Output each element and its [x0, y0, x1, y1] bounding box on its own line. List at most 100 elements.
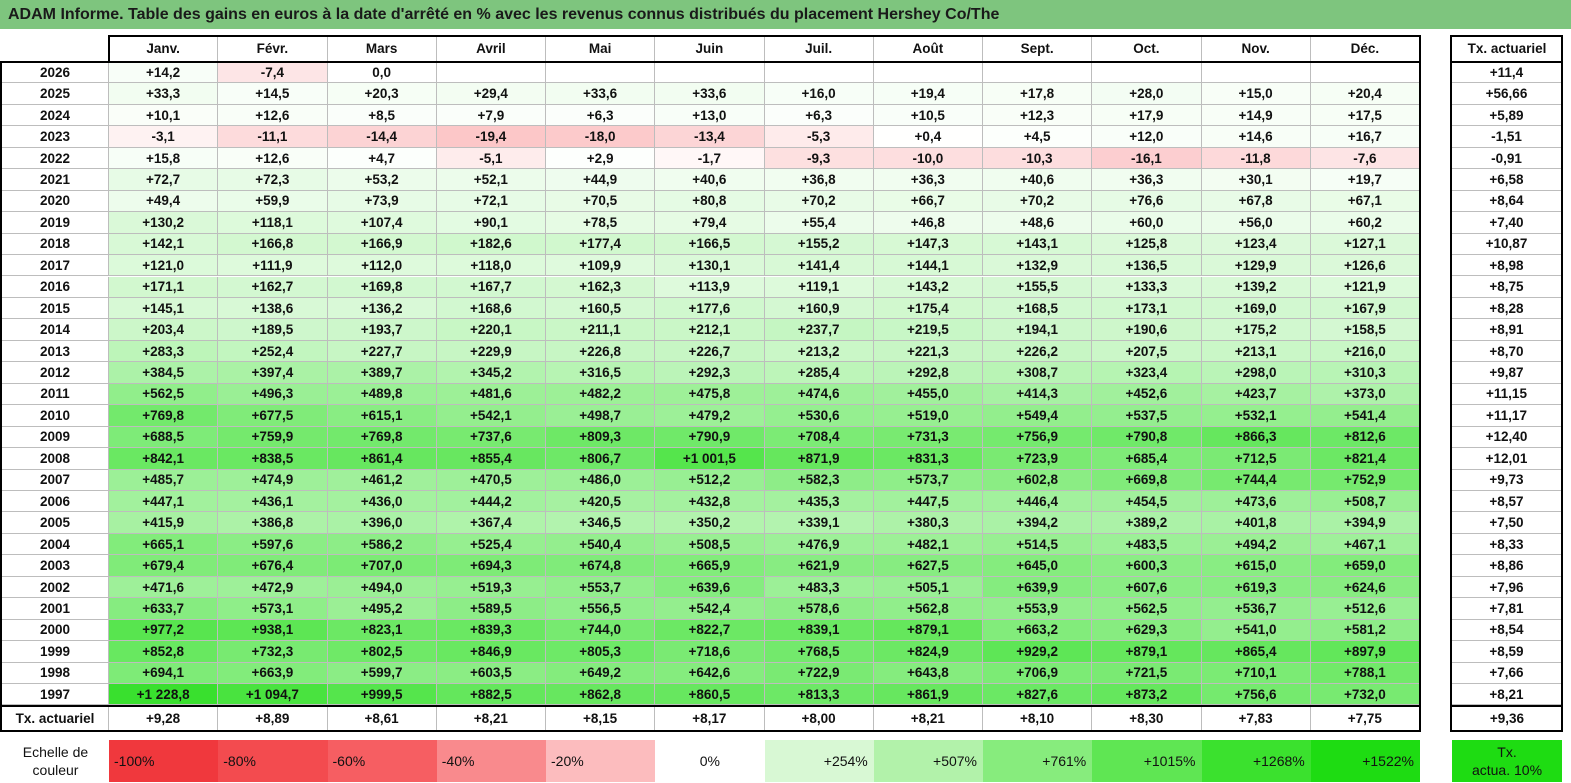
table-cell: +190,6: [1092, 319, 1202, 341]
month-header: Nov.: [1201, 35, 1311, 62]
table-cell: +806,7: [546, 448, 656, 470]
rate-cell: +8,21: [1452, 684, 1562, 706]
footer-cell: +8,00: [764, 706, 874, 731]
table-cell: +160,5: [546, 297, 656, 320]
year-label: 2016: [2, 276, 109, 298]
rate-cell: +11,4: [1452, 62, 1562, 84]
table-cell: +627,5: [873, 555, 983, 577]
table-cell: +809,3: [546, 426, 656, 449]
table-cell: +7,9: [436, 104, 546, 127]
table-cell: +737,6: [436, 426, 546, 449]
table-cell: +512,2: [655, 469, 765, 491]
table-cell: [983, 62, 1093, 84]
table-cell: +676,4: [218, 555, 328, 577]
table-cell: +435,3: [764, 491, 874, 513]
rate-cell: +6,58: [1452, 169, 1562, 191]
table-cell: +144,1: [873, 255, 983, 277]
rate-cell: +5,89: [1452, 104, 1562, 127]
scale-rate-line1: Tx.: [1497, 744, 1517, 760]
year-label: 2002: [2, 576, 109, 599]
table-cell: +1 001,5: [655, 448, 765, 470]
table-cell: +882,5: [436, 684, 546, 706]
table-cell: +283,3: [109, 340, 219, 363]
rate-cell: +11,17: [1452, 405, 1562, 427]
table-cell: +52,1: [436, 169, 546, 191]
year-label: 2018: [2, 233, 109, 256]
table-cell: +119,1: [764, 276, 874, 298]
year-label: 2020: [2, 190, 109, 213]
table-cell: +36,8: [764, 169, 874, 191]
table-cell: +694,3: [436, 555, 546, 577]
table-cell: +136,2: [327, 297, 437, 320]
year-label: 2013: [2, 340, 109, 363]
table-cell: -5,1: [436, 147, 546, 170]
table-cell: +485,7: [109, 469, 219, 491]
table-cell: +6,3: [546, 104, 656, 127]
table-cell: -13,4: [655, 126, 765, 148]
table-cell: +432,8: [655, 491, 765, 513]
rate-header: Tx. actuariel: [1467, 41, 1547, 56]
table-cell: +861,4: [327, 448, 437, 470]
table-cell: +53,2: [327, 169, 437, 191]
year-label: 2026: [2, 62, 109, 84]
table-cell: -7,6: [1310, 147, 1420, 170]
table-cell: +237,7: [764, 319, 874, 341]
scale-swatch: +507%: [873, 740, 983, 782]
table-cell: +213,2: [764, 340, 874, 363]
footer-cell: +8,21: [436, 706, 546, 731]
table-cell: +1 228,8: [109, 684, 219, 706]
table-cell: +123,4: [1201, 233, 1311, 256]
table-cell: +447,1: [109, 491, 219, 513]
footer-cell: +8,21: [873, 706, 983, 731]
table-cell: +76,6: [1092, 190, 1202, 213]
year-label: 1997: [2, 684, 109, 706]
year-label: 1999: [2, 641, 109, 663]
table-cell: +732,0: [1310, 684, 1420, 706]
table-cell: +603,5: [436, 662, 546, 685]
table-cell: +759,9: [218, 426, 328, 449]
scale-label: Echelle de couleur: [2, 740, 109, 782]
table-cell: +127,1: [1310, 233, 1420, 256]
table-cell: +600,3: [1092, 555, 1202, 577]
table-cell: +182,6: [436, 233, 546, 256]
table-cell: +685,4: [1092, 448, 1202, 470]
scale-swatch: -60%: [327, 740, 437, 782]
table-cell: +562,5: [109, 383, 219, 406]
table-cell: +721,5: [1092, 662, 1202, 685]
table-cell: +838,5: [218, 448, 328, 470]
table-cell: +688,5: [109, 426, 219, 449]
table-cell: +415,9: [109, 512, 219, 534]
footer-cell: +8,61: [327, 706, 437, 731]
table-cell: +639,6: [655, 576, 765, 599]
table-cell: +167,9: [1310, 297, 1420, 320]
table-cell: +542,4: [655, 598, 765, 620]
month-header: Mai: [546, 35, 656, 62]
table-cell: +519,3: [436, 576, 546, 599]
table-cell: +168,6: [436, 297, 546, 320]
table-cell: +508,5: [655, 533, 765, 556]
table-cell: +822,7: [655, 619, 765, 642]
table-cell: +386,8: [218, 512, 328, 534]
table-cell: +78,5: [546, 212, 656, 234]
table-cell: +112,0: [327, 255, 437, 277]
table-cell: +339,1: [764, 512, 874, 534]
title-bar: ADAM Informe. Table des gains en euros à…: [0, 0, 1571, 31]
table-cell: +446,4: [983, 491, 1093, 513]
year-label: 2021: [2, 169, 109, 191]
rate-cell: +7,96: [1452, 576, 1562, 599]
table-cell: +482,2: [546, 383, 656, 406]
table-cell: +17,5: [1310, 104, 1420, 127]
scale-swatch: +1268%: [1201, 740, 1311, 782]
table-cell: +615,1: [327, 405, 437, 427]
table-cell: +10,5: [873, 104, 983, 127]
table-cell: +553,7: [546, 576, 656, 599]
table-cell: +481,6: [436, 383, 546, 406]
table-cell: +669,8: [1092, 469, 1202, 491]
table-cell: +171,1: [109, 276, 219, 298]
table-cell: +0,4: [873, 126, 983, 148]
table-cell: +677,5: [218, 405, 328, 427]
table-cell: +865,4: [1201, 641, 1311, 663]
table-cell: +49,4: [109, 190, 219, 213]
page-title: ADAM Informe. Table des gains en euros à…: [8, 6, 1000, 23]
rate-cell: +8,57: [1452, 491, 1562, 513]
